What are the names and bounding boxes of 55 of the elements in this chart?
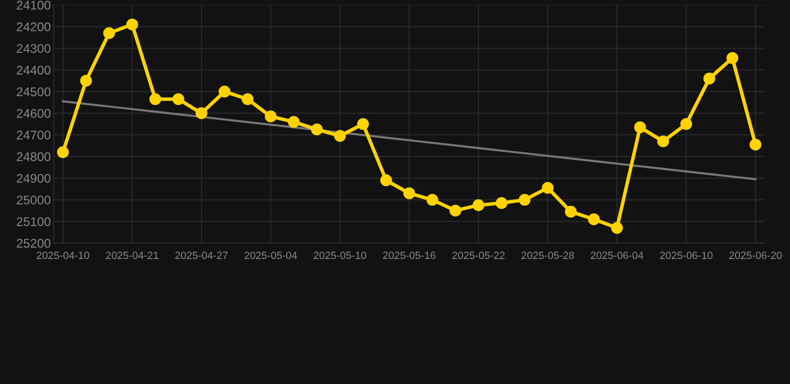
point	[564, 206, 577, 218]
point	[542, 182, 554, 194]
point	[634, 121, 646, 134]
point	[196, 107, 208, 120]
point	[103, 27, 116, 40]
point	[80, 74, 92, 87]
point	[357, 118, 369, 130]
point	[242, 93, 254, 106]
x-tick-label: 2025-05-22	[452, 252, 505, 260]
point	[703, 72, 716, 84]
point	[310, 124, 323, 136]
point	[657, 135, 670, 148]
point	[149, 93, 162, 106]
line-series	[62, 100, 757, 180]
point	[57, 146, 69, 158]
point	[518, 194, 531, 206]
x-tick-label: 2025-04-21	[106, 252, 158, 260]
x-tick-label: 2025-06-04	[590, 252, 644, 260]
point	[403, 187, 416, 200]
point	[334, 130, 346, 142]
point	[288, 116, 300, 128]
y-tick-label: 24600	[16, 109, 50, 118]
x-tick-label: 2025-04-27	[175, 252, 228, 260]
y-tick-label: 24100	[16, 0, 50, 10]
y-tick-label: 24800	[16, 152, 50, 162]
y-tick-label: 24400	[16, 66, 50, 75]
x-tick-label: 2025-05-16	[383, 252, 436, 260]
x-tick-label: 2025-06-10	[660, 252, 712, 260]
point	[472, 199, 484, 212]
point	[218, 86, 230, 98]
point	[264, 110, 277, 122]
point	[750, 138, 762, 150]
y-tick-label: 24300	[16, 44, 50, 53]
y-tick-label: 25000	[16, 196, 50, 204]
point	[380, 174, 392, 186]
x-tick-label: 2025-04-10	[36, 252, 90, 260]
point	[588, 213, 600, 226]
point	[426, 194, 438, 206]
point	[726, 52, 738, 64]
y-tick-label: 24500	[16, 87, 50, 96]
y-tick-label: 24200	[16, 22, 50, 32]
point	[611, 222, 623, 234]
y-tick-label: 25200	[16, 238, 50, 248]
point	[680, 118, 692, 130]
x-tick-label: 2025-05-28	[522, 252, 574, 260]
y-tick-label: 24700	[16, 130, 50, 140]
y-tick-label: 25100	[16, 217, 50, 226]
point	[449, 204, 462, 217]
point	[496, 197, 508, 209]
x-tick-label: 2025-05-10	[314, 252, 366, 260]
x-tick-label: 2025-05-04	[244, 252, 298, 260]
x-tick-label: 2025-06-20	[729, 252, 782, 260]
point	[126, 18, 138, 30]
point	[172, 93, 184, 106]
y-tick-label: 24900	[16, 174, 50, 183]
